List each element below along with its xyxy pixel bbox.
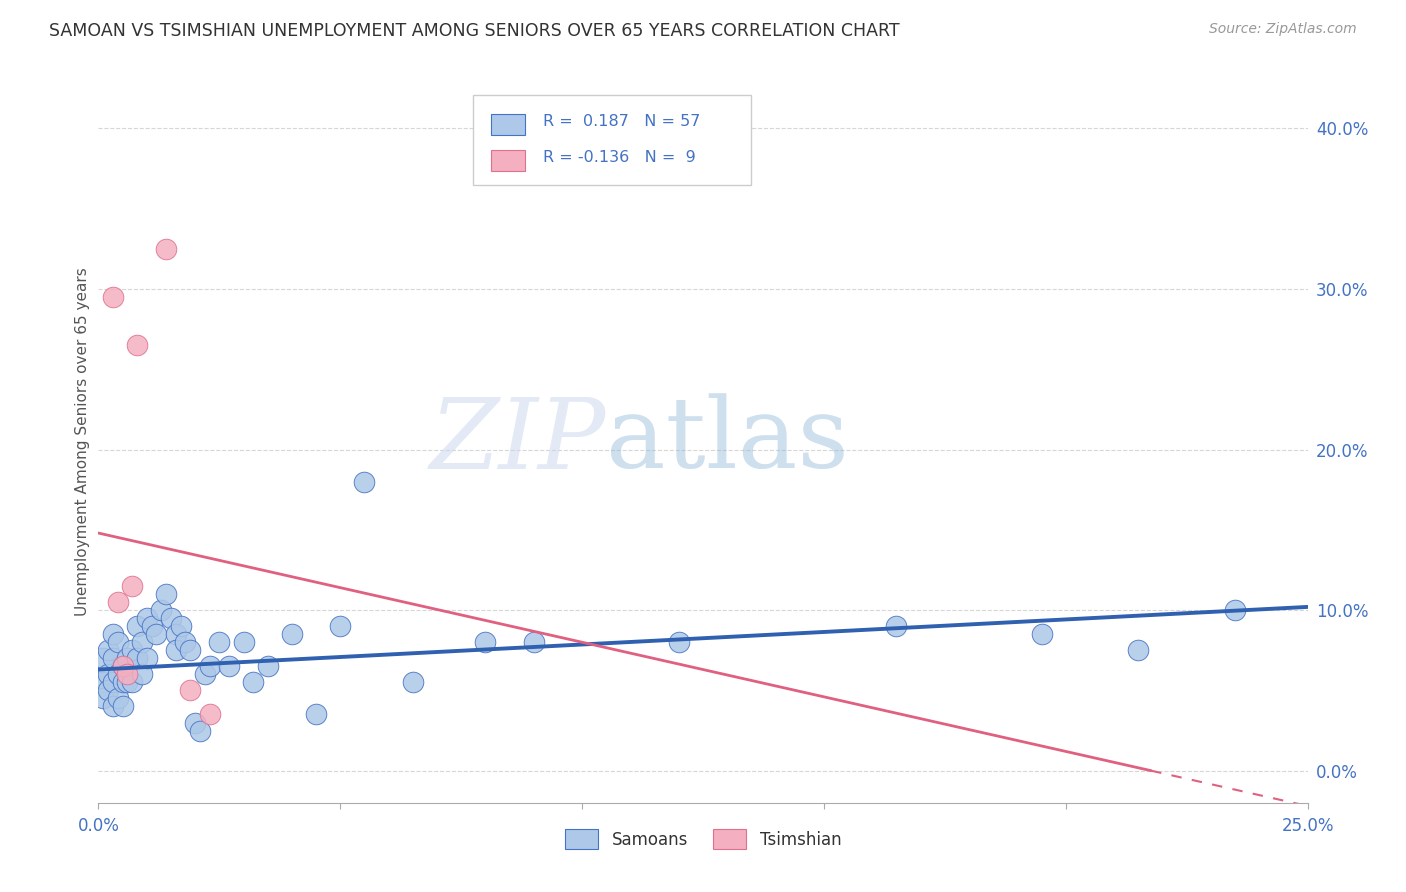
Bar: [492, 113, 526, 136]
Point: [1031, 627, 1053, 641]
Point: [101, 290, 124, 304]
Point: [145, 627, 167, 641]
Point: [135, 651, 157, 665]
Point: [97, 643, 120, 657]
Point: [208, 635, 231, 649]
Text: Source: ZipAtlas.com: Source: ZipAtlas.com: [1209, 22, 1357, 37]
Point: [127, 619, 149, 633]
Point: [97, 683, 120, 698]
Point: [111, 659, 134, 673]
Point: [329, 619, 352, 633]
Point: [127, 651, 149, 665]
Point: [111, 699, 134, 714]
Point: [117, 651, 139, 665]
Point: [305, 707, 328, 722]
Point: [101, 651, 124, 665]
Point: [97, 667, 120, 681]
Point: [523, 635, 546, 649]
Legend: Samoans, Tsimshian: Samoans, Tsimshian: [558, 822, 848, 856]
Point: [155, 242, 177, 256]
Point: [107, 595, 129, 609]
Point: [232, 635, 254, 649]
Point: [256, 659, 278, 673]
Point: [117, 667, 139, 681]
Bar: [492, 150, 526, 171]
Text: ZIP: ZIP: [430, 394, 606, 489]
Text: atlas: atlas: [606, 393, 849, 490]
Text: SAMOAN VS TSIMSHIAN UNEMPLOYMENT AMONG SENIORS OVER 65 YEARS CORRELATION CHART: SAMOAN VS TSIMSHIAN UNEMPLOYMENT AMONG S…: [49, 22, 900, 40]
FancyBboxPatch shape: [474, 95, 751, 185]
Point: [91, 651, 114, 665]
Point: [155, 587, 177, 601]
Point: [169, 619, 191, 633]
Point: [198, 659, 221, 673]
Point: [668, 635, 690, 649]
Point: [121, 579, 143, 593]
Point: [474, 635, 496, 649]
Point: [886, 619, 908, 633]
Point: [127, 338, 149, 352]
Point: [117, 675, 139, 690]
Point: [174, 635, 197, 649]
Point: [165, 627, 187, 641]
Point: [150, 603, 173, 617]
Point: [141, 619, 163, 633]
Text: R = -0.136   N =  9: R = -0.136 N = 9: [543, 150, 696, 165]
Point: [131, 635, 153, 649]
Point: [160, 611, 183, 625]
Point: [131, 667, 153, 681]
Point: [101, 699, 124, 714]
Point: [353, 475, 375, 489]
Point: [1128, 643, 1150, 657]
Point: [121, 675, 143, 690]
Point: [281, 627, 304, 641]
Point: [165, 643, 187, 657]
Point: [194, 667, 217, 681]
Point: [121, 643, 143, 657]
Point: [101, 627, 124, 641]
Point: [107, 667, 129, 681]
Point: [242, 675, 264, 690]
Point: [91, 691, 114, 706]
Point: [218, 659, 240, 673]
Point: [188, 723, 211, 738]
Point: [91, 675, 114, 690]
Point: [179, 683, 201, 698]
Point: [101, 675, 124, 690]
Point: [111, 659, 134, 673]
Point: [107, 691, 129, 706]
Point: [179, 643, 201, 657]
Point: [107, 635, 129, 649]
Point: [111, 675, 134, 690]
Point: [184, 715, 207, 730]
Point: [135, 611, 157, 625]
Y-axis label: Unemployment Among Seniors over 65 years: Unemployment Among Seniors over 65 years: [75, 268, 90, 615]
Text: R =  0.187   N = 57: R = 0.187 N = 57: [543, 114, 700, 129]
Point: [1223, 603, 1246, 617]
Point: [402, 675, 425, 690]
Point: [198, 707, 221, 722]
